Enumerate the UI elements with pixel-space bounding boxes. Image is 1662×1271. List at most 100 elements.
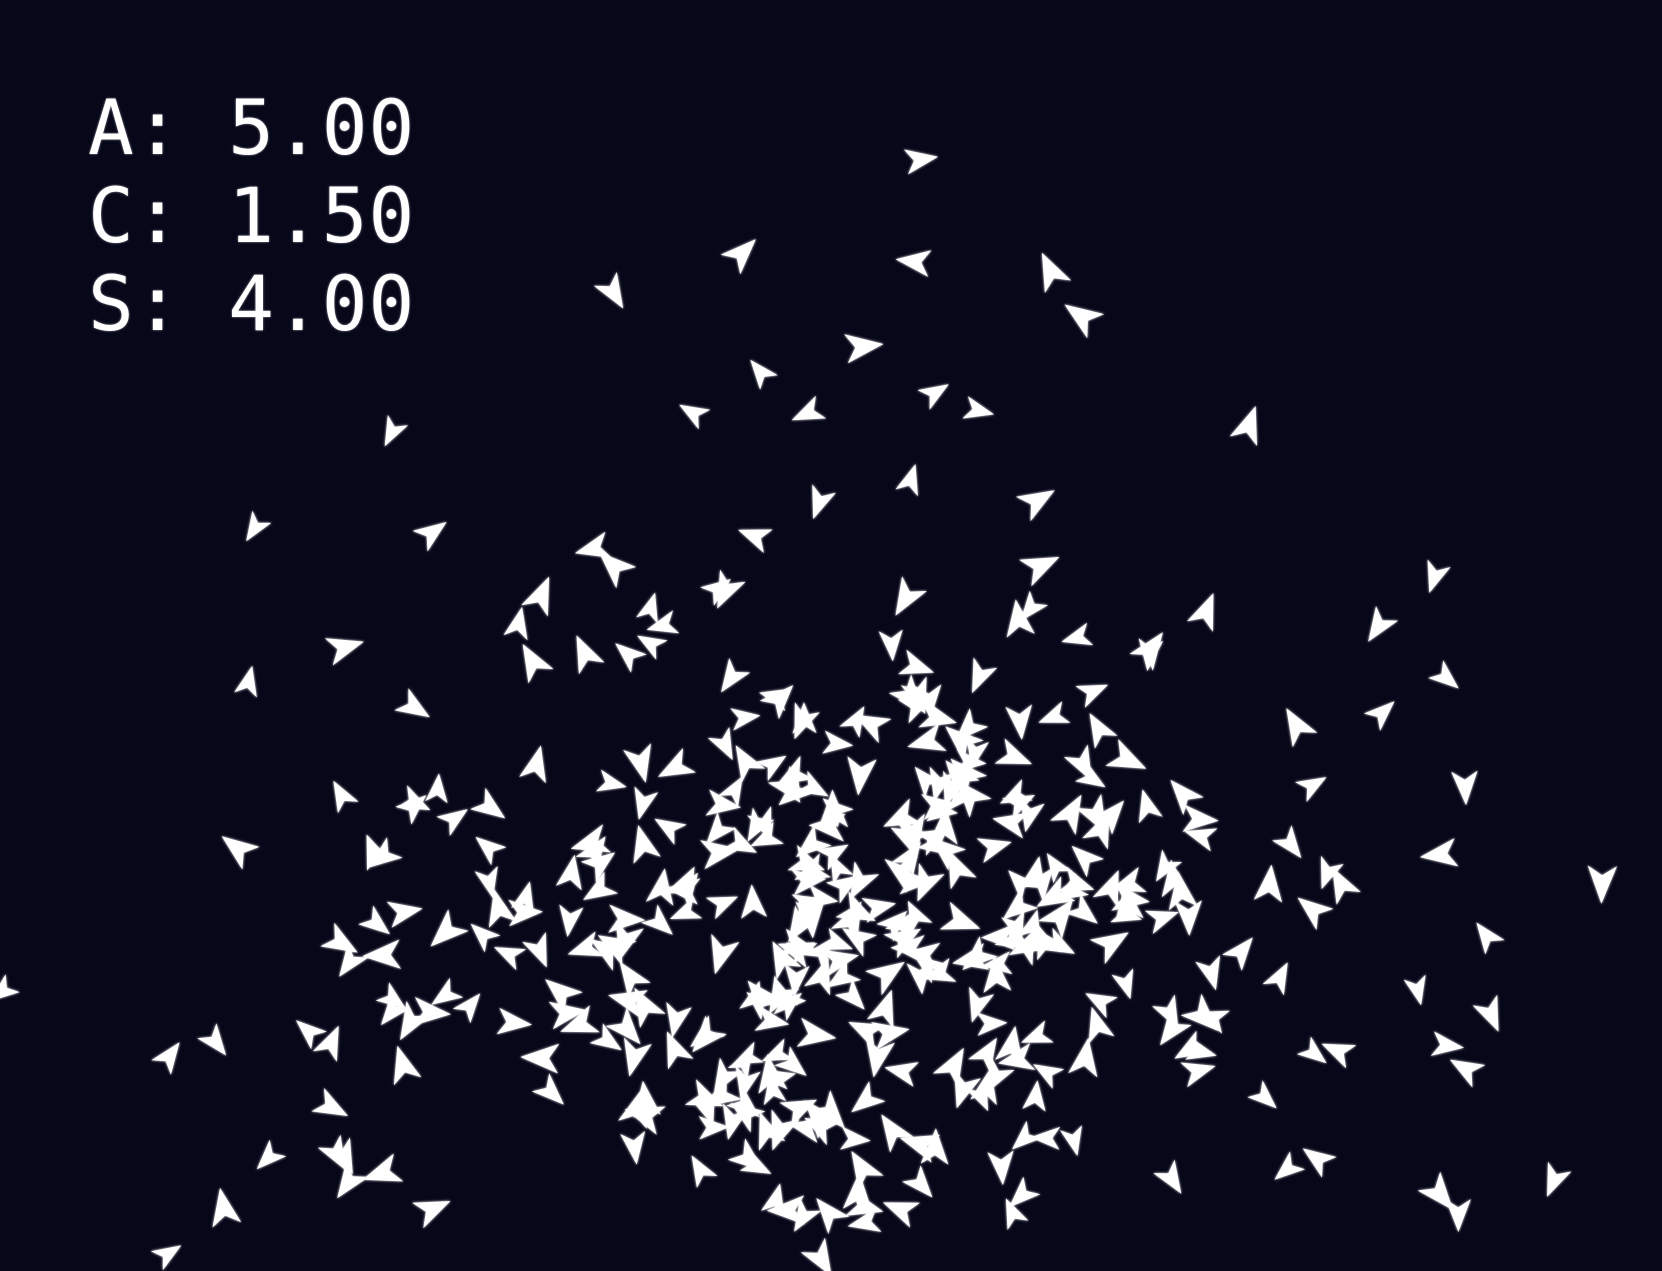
triangle-arrow-icon — [615, 643, 647, 673]
triangle-arrow-icon — [730, 708, 761, 731]
triangle-arrow-icon — [903, 149, 939, 175]
triangle-arrow-icon — [654, 818, 687, 845]
triangle-arrow-icon — [312, 1025, 339, 1062]
triangle-arrow-icon — [608, 904, 646, 933]
triangle-arrow-icon — [930, 837, 966, 871]
triangle-arrow-icon — [1020, 590, 1048, 622]
triangle-arrow-icon — [384, 415, 409, 447]
triangle-arrow-icon — [720, 239, 756, 275]
triangle-arrow-icon — [1174, 1030, 1210, 1059]
triangle-arrow-icon — [1008, 870, 1040, 902]
triangle-arrow-icon — [326, 1137, 353, 1174]
triangle-arrow-icon — [730, 1102, 766, 1133]
triangle-arrow-icon — [929, 766, 955, 802]
cohesion-label: C — [88, 171, 135, 260]
triangle-arrow-icon — [929, 806, 958, 845]
triangle-arrow-icon — [1296, 1036, 1327, 1064]
triangle-arrow-icon — [1587, 865, 1617, 904]
triangle-arrow-icon — [883, 928, 921, 959]
triangle-arrow-icon — [296, 1020, 327, 1050]
triangle-arrow-icon — [470, 787, 506, 819]
triangle-arrow-icon — [921, 794, 956, 820]
triangle-arrow-icon — [735, 745, 766, 783]
triangle-arrow-icon — [150, 1245, 182, 1271]
triangle-arrow-icon — [820, 949, 859, 977]
triangle-arrow-icon — [1105, 739, 1147, 769]
triangle-arrow-icon — [1029, 917, 1054, 953]
triangle-arrow-icon — [888, 674, 924, 713]
triangle-arrow-icon — [246, 510, 272, 542]
triangle-arrow-icon — [1195, 955, 1220, 991]
triangle-arrow-icon — [1156, 849, 1183, 882]
triangle-arrow-icon — [705, 896, 738, 920]
triangle-arrow-icon — [763, 1074, 787, 1106]
triangle-arrow-icon — [835, 891, 876, 921]
triangle-arrow-icon — [1302, 1148, 1337, 1178]
triangle-arrow-icon — [962, 396, 994, 419]
triangle-arrow-icon — [1430, 1031, 1464, 1056]
triangle-arrow-icon — [452, 993, 481, 1024]
triangle-arrow-icon — [761, 1183, 785, 1217]
triangle-arrow-icon — [431, 977, 464, 1005]
triangle-arrow-icon — [804, 1100, 841, 1139]
triangle-arrow-icon — [878, 629, 903, 662]
triangle-arrow-icon — [1110, 900, 1142, 923]
triangle-arrow-icon — [845, 1189, 884, 1216]
triangle-arrow-icon — [1180, 993, 1219, 1032]
triangle-arrow-icon — [954, 749, 987, 773]
triangle-arrow-icon — [1363, 701, 1395, 731]
triangle-arrow-icon — [898, 649, 934, 675]
triangle-arrow-icon — [623, 743, 651, 783]
triangle-arrow-icon — [902, 1165, 933, 1198]
triangle-arrow-icon — [784, 963, 810, 997]
triangle-arrow-icon — [580, 852, 616, 883]
triangle-arrow-icon — [772, 941, 802, 980]
triangle-arrow-icon — [839, 706, 865, 738]
triangle-arrow-icon — [816, 1198, 850, 1234]
triangle-arrow-icon — [633, 825, 661, 864]
triangle-arrow-icon — [895, 576, 927, 616]
hud-separator: : — [134, 171, 229, 260]
triangle-arrow-icon — [645, 868, 674, 906]
triangle-arrow-icon — [992, 812, 1029, 839]
triangle-arrow-icon — [882, 1202, 920, 1228]
triangle-arrow-icon — [0, 974, 20, 999]
triangle-arrow-icon — [1427, 559, 1451, 593]
triangle-arrow-icon — [412, 522, 447, 552]
triangle-arrow-icon — [771, 1109, 800, 1151]
triangle-arrow-icon — [470, 923, 501, 953]
hud-separator: : — [134, 83, 229, 172]
triangle-arrow-icon — [1008, 929, 1035, 966]
triangle-arrow-icon — [842, 928, 877, 957]
triangle-arrow-icon — [1089, 713, 1118, 749]
triangle-arrow-icon — [1286, 708, 1318, 748]
triangle-arrow-icon — [866, 989, 894, 1029]
triangle-arrow-icon — [1022, 867, 1054, 903]
triangle-arrow-icon — [1547, 1161, 1572, 1197]
triangle-arrow-icon — [848, 1022, 887, 1051]
triangle-arrow-icon — [381, 993, 411, 1026]
triangle-arrow-icon — [1274, 1151, 1306, 1180]
triangle-arrow-icon — [759, 685, 794, 720]
triangle-arrow-icon — [764, 1069, 796, 1092]
triangle-arrow-icon — [1321, 855, 1344, 890]
triangle-arrow-icon — [605, 1007, 641, 1045]
triangle-arrow-icon — [771, 992, 802, 1021]
triangle-arrow-icon — [844, 334, 884, 364]
triangle-arrow-icon — [755, 755, 787, 782]
triangle-arrow-icon — [1451, 770, 1478, 806]
triangle-arrow-icon — [1247, 1080, 1277, 1109]
triangle-arrow-icon — [1038, 899, 1073, 939]
triangle-arrow-icon — [939, 901, 981, 930]
triangle-arrow-icon — [1058, 866, 1095, 892]
triangle-arrow-icon — [883, 798, 922, 827]
triangle-arrow-icon — [1006, 599, 1035, 638]
triangle-arrow-icon — [948, 849, 977, 890]
triangle-arrow-icon — [1064, 304, 1105, 339]
triangle-arrow-icon — [646, 610, 680, 634]
triangle-arrow-icon — [1005, 704, 1032, 740]
triangle-arrow-icon — [1040, 927, 1075, 954]
triangle-arrow-icon — [366, 834, 392, 871]
triangle-arrow-icon — [761, 1038, 794, 1061]
